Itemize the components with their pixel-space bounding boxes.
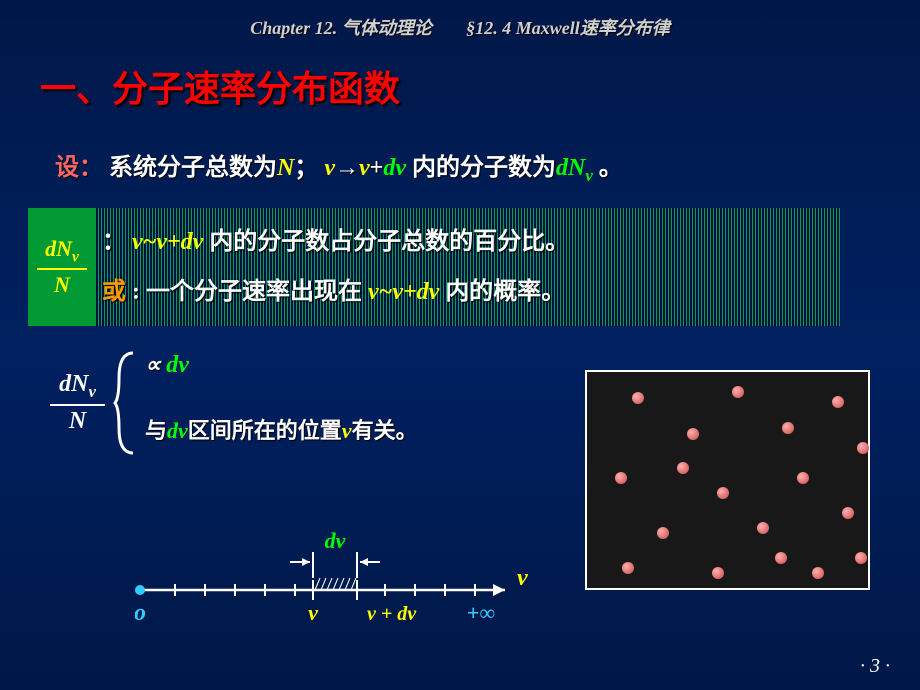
- particle-dot: [757, 522, 769, 534]
- particle-dot: [712, 567, 724, 579]
- arrow: →: [335, 155, 359, 181]
- axis-inf: +∞: [467, 600, 496, 625]
- particle-dot: [775, 552, 787, 564]
- axis-v: v: [308, 600, 318, 625]
- text2: 内的分子数为: [412, 155, 556, 181]
- particle-dot: [615, 472, 627, 484]
- fraction-dN-N: dNv N: [50, 371, 105, 435]
- sep: ；: [294, 155, 318, 181]
- assumption-line: 设： 系统分子总数为N； v→v+dv 内的分子数为dNv 。: [0, 112, 920, 186]
- brace-content: ∝ dv 与dv区间所在的位置v有关。: [145, 351, 418, 455]
- particle-box: [585, 370, 870, 590]
- definition-text: ： v~v+dv 内的分子数占分子总数的百分比。 或 : 一个分子速率出现在 v…: [96, 208, 840, 326]
- axis-vdv: v + dv: [367, 603, 417, 625]
- particle-dot: [812, 567, 824, 579]
- brace-icon: [113, 348, 141, 458]
- chapter-label: Chapter 12. 气体动理论: [250, 18, 432, 38]
- particle-dot: [657, 527, 669, 539]
- particle-dot: [857, 442, 869, 454]
- var-v2: v: [359, 155, 370, 181]
- particle-dot: [782, 422, 794, 434]
- particle-dot: [677, 462, 689, 474]
- particle-dot: [797, 472, 809, 484]
- prefix-label: 设：: [55, 155, 103, 181]
- dv-label: dv: [325, 530, 346, 553]
- particle-dot: [622, 562, 634, 574]
- particle-dot: [832, 396, 844, 408]
- particle-dot: [717, 487, 729, 499]
- particle-dot: [732, 386, 744, 398]
- page-number: · 3 ·: [860, 655, 890, 678]
- fraction-label: dNv N: [28, 208, 96, 326]
- end: 。: [593, 155, 623, 181]
- particle-dot: [842, 507, 854, 519]
- plus: +: [370, 155, 384, 181]
- particle-dot: [855, 552, 867, 564]
- var-dv: dv: [383, 155, 406, 181]
- var-N: N: [277, 155, 294, 181]
- axis-vlabel: v: [517, 565, 528, 591]
- section-label: §12. 4 Maxwell速率分布律: [466, 18, 670, 38]
- var-dN: dNv: [556, 155, 593, 181]
- text: 系统分子总数为: [109, 155, 277, 181]
- slide-header: Chapter 12. 气体动理论 §12. 4 Maxwell速率分布律: [0, 0, 920, 40]
- definition-box: dNv N ： v~v+dv 内的分子数占分子总数的百分比。 或 : 一个分子速…: [28, 208, 840, 326]
- section-title: 一、分子速率分布函数: [0, 40, 920, 112]
- var-v: v: [324, 155, 335, 181]
- axis-origin: o: [135, 600, 146, 626]
- particle-dot: [687, 428, 699, 440]
- velocity-axis: dv o v v + dv +∞ v: [135, 530, 535, 640]
- particle-dot: [632, 392, 644, 404]
